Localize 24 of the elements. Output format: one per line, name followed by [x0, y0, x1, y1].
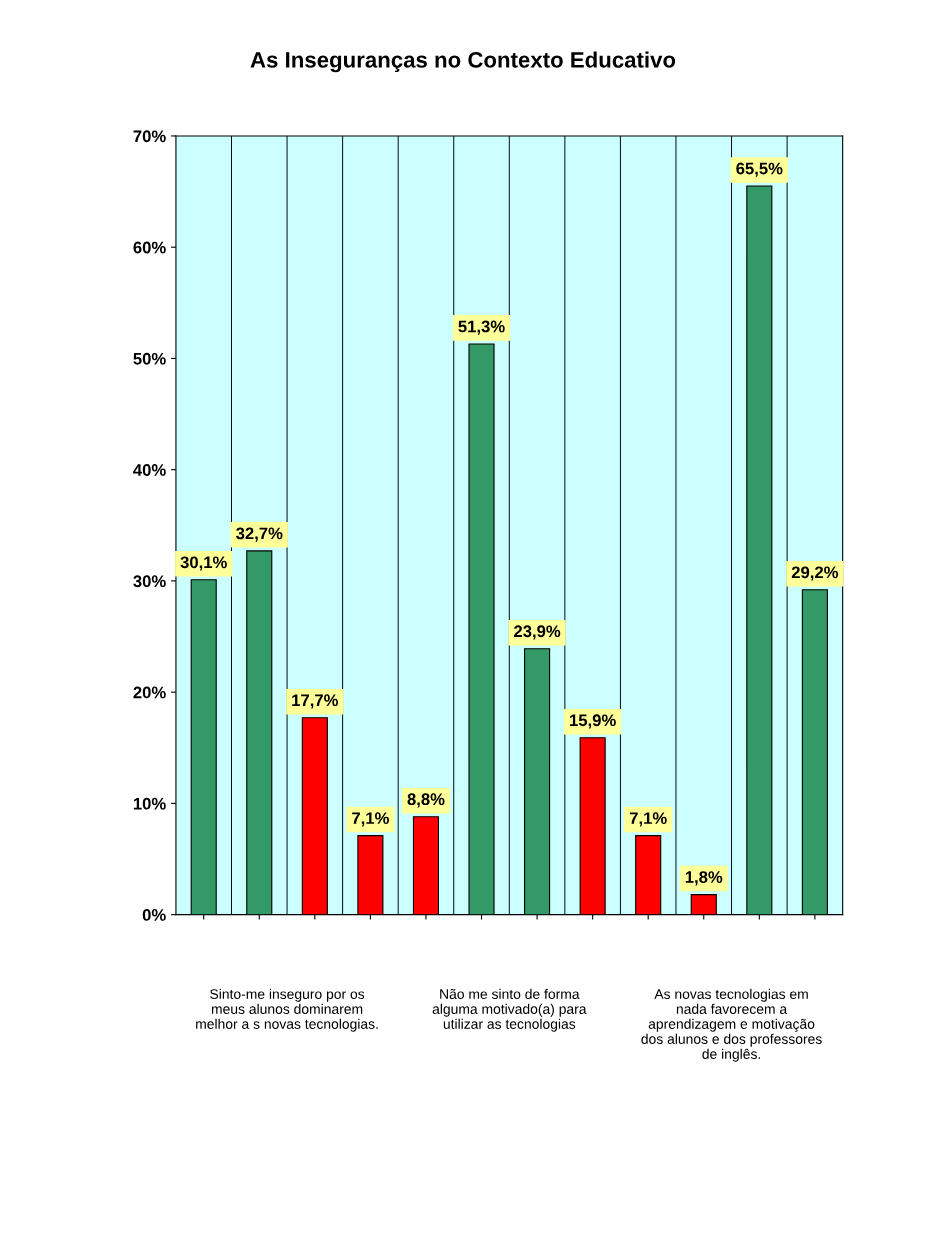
data-label: 7,1%: [629, 812, 667, 827]
data-label: 7,1%: [352, 812, 389, 827]
data-label: 65,5%: [736, 162, 783, 177]
y-tick-label: 30%: [133, 575, 166, 588]
data-label: 17,7%: [292, 694, 339, 709]
y-tick-label: 60%: [133, 241, 166, 254]
y-tick-label: 40%: [133, 464, 166, 476]
text: As novas tecnologias em nada favorecem a aprendizagem e motivação dos alunos e dos professores de inglês.: [641, 988, 822, 1062]
data-label: 8,8%: [407, 793, 445, 808]
data-label: 1,8%: [685, 871, 723, 886]
y-tick-label: 0%: [142, 909, 166, 921]
y-tick-label: 20%: [133, 686, 166, 699]
data-label: 23,9%: [514, 625, 561, 640]
data-label: 30,1%: [180, 556, 227, 571]
data-label: 29,2%: [791, 566, 839, 581]
y-tick-label: 50%: [133, 352, 166, 365]
data-label: 15,9%: [570, 714, 616, 729]
data-label: 32,7%: [236, 527, 283, 542]
chart-title: As Inseguranças no Contexto Educativo: [250, 51, 676, 73]
data-label: 51,3%: [458, 320, 505, 335]
text: Não me sinto de forma alguma motivado(a) para utilizar as tecnologias: [432, 988, 587, 1032]
text: Sinto-me inseguro por os meus alunos dominarem melhor a s novas tecnologias.: [196, 988, 378, 1032]
y-tick-label: 10%: [133, 797, 166, 810]
y-tick-label: 70%: [133, 130, 166, 143]
